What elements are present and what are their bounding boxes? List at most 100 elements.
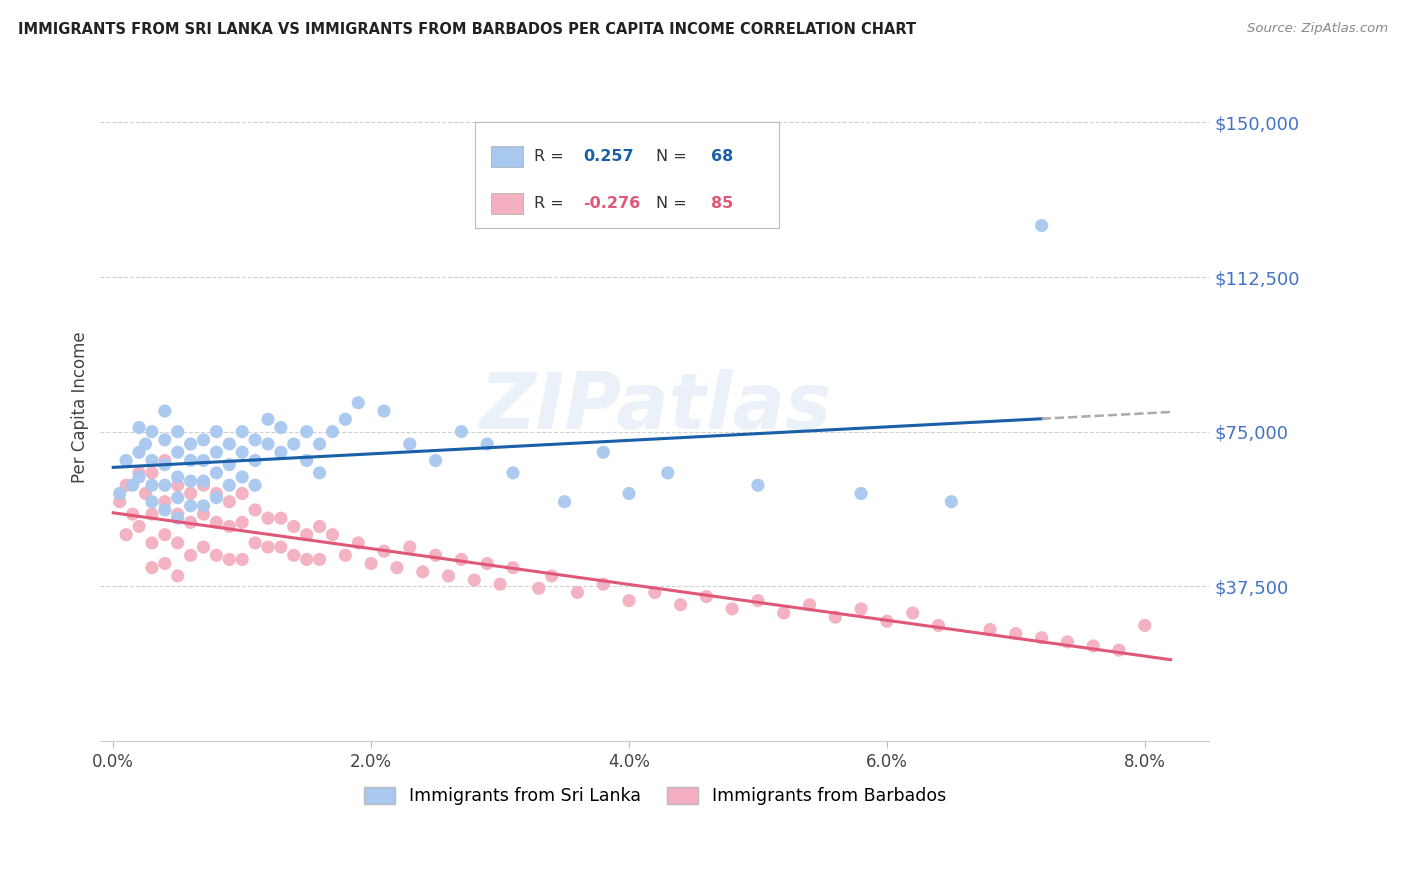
Text: R =: R = xyxy=(534,149,568,164)
FancyBboxPatch shape xyxy=(475,121,779,228)
Point xyxy=(475,437,498,451)
Point xyxy=(166,491,188,505)
Point xyxy=(475,557,498,571)
Point xyxy=(180,549,202,563)
Point xyxy=(243,453,266,467)
Point xyxy=(205,516,228,530)
Point xyxy=(243,503,266,517)
Point xyxy=(205,491,228,505)
Text: 0.257: 0.257 xyxy=(583,149,634,164)
Point xyxy=(153,478,176,492)
Point xyxy=(115,527,138,541)
Point xyxy=(979,623,1001,637)
Point xyxy=(295,425,318,439)
Point xyxy=(270,511,292,525)
Point xyxy=(502,466,524,480)
Point xyxy=(347,396,370,410)
Point xyxy=(141,453,163,467)
Point xyxy=(347,536,370,550)
Point xyxy=(1083,639,1105,653)
Point xyxy=(657,466,679,480)
Point xyxy=(128,519,150,533)
Point xyxy=(153,453,176,467)
Point xyxy=(121,507,143,521)
Point xyxy=(1056,635,1078,649)
Point xyxy=(205,486,228,500)
Point xyxy=(941,494,963,508)
Point xyxy=(257,437,280,451)
Point xyxy=(901,606,924,620)
Point xyxy=(243,536,266,550)
Point xyxy=(308,519,330,533)
Point xyxy=(231,486,253,500)
Point xyxy=(153,404,176,418)
Point xyxy=(437,569,460,583)
Point xyxy=(153,433,176,447)
Point xyxy=(166,425,188,439)
Point xyxy=(527,582,550,596)
Point xyxy=(115,453,138,467)
Text: -0.276: -0.276 xyxy=(583,196,641,211)
Point xyxy=(450,425,472,439)
Text: IMMIGRANTS FROM SRI LANKA VS IMMIGRANTS FROM BARBADOS PER CAPITA INCOME CORRELAT: IMMIGRANTS FROM SRI LANKA VS IMMIGRANTS … xyxy=(18,22,917,37)
Point xyxy=(849,602,872,616)
Point xyxy=(617,486,640,500)
Point xyxy=(108,494,131,508)
Point xyxy=(360,557,382,571)
Point xyxy=(141,478,163,492)
Point xyxy=(180,516,202,530)
Point xyxy=(193,433,215,447)
Point xyxy=(231,470,253,484)
Point xyxy=(141,507,163,521)
Point xyxy=(824,610,846,624)
Point xyxy=(283,519,305,533)
Point xyxy=(128,420,150,434)
Point xyxy=(166,569,188,583)
Point xyxy=(540,569,562,583)
Point xyxy=(121,478,143,492)
Point xyxy=(243,433,266,447)
Point xyxy=(166,470,188,484)
Point xyxy=(398,540,420,554)
Point xyxy=(193,474,215,488)
Point xyxy=(1108,643,1130,657)
Point xyxy=(502,560,524,574)
Point xyxy=(108,486,131,500)
Point xyxy=(747,478,769,492)
Point xyxy=(153,557,176,571)
Point xyxy=(180,474,202,488)
Point xyxy=(567,585,589,599)
Point xyxy=(257,412,280,426)
Point xyxy=(166,478,188,492)
Point xyxy=(218,458,240,472)
Point xyxy=(799,598,821,612)
Point xyxy=(644,585,666,599)
Point xyxy=(134,486,156,500)
Point xyxy=(218,494,240,508)
Point xyxy=(617,593,640,607)
FancyBboxPatch shape xyxy=(491,145,523,167)
Point xyxy=(153,458,176,472)
Point xyxy=(1031,219,1053,233)
Point xyxy=(876,614,898,628)
Point xyxy=(257,511,280,525)
Point xyxy=(321,425,343,439)
Point xyxy=(270,540,292,554)
Point xyxy=(141,536,163,550)
Point xyxy=(308,466,330,480)
Point xyxy=(270,445,292,459)
Point xyxy=(385,560,408,574)
Point xyxy=(141,494,163,508)
Point xyxy=(193,507,215,521)
Point xyxy=(489,577,512,591)
Point xyxy=(721,602,744,616)
Point xyxy=(128,445,150,459)
Point xyxy=(128,470,150,484)
Point xyxy=(193,499,215,513)
Point xyxy=(180,453,202,467)
Point xyxy=(295,453,318,467)
Point xyxy=(257,540,280,554)
Text: N =: N = xyxy=(655,149,692,164)
Point xyxy=(205,425,228,439)
Point xyxy=(218,478,240,492)
